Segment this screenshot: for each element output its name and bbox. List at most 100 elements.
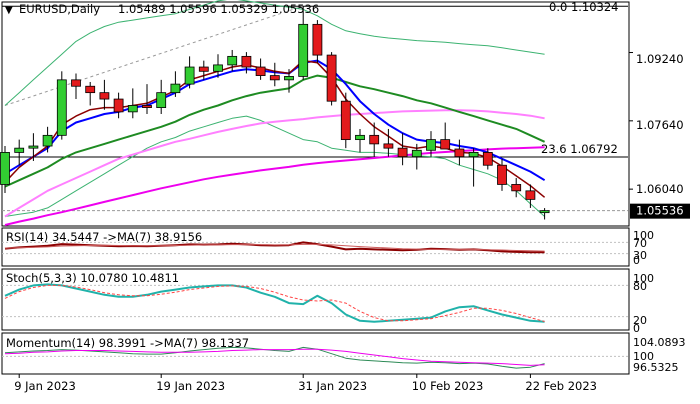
candle-body xyxy=(0,152,10,185)
stoch-y-tick-20: 20 xyxy=(633,314,647,327)
main-header-ohlc: 1.05489 1.05596 1.05329 1.05536 xyxy=(118,2,319,16)
candle xyxy=(539,208,550,220)
candle-body xyxy=(56,79,67,136)
candle xyxy=(369,122,380,157)
candle xyxy=(397,133,408,166)
candle-layer xyxy=(0,5,550,220)
momentum-series-line-0 xyxy=(4,346,545,369)
mom-y-tick-top: 104.0893 xyxy=(633,336,686,349)
stoch-y-tick-0: 0 xyxy=(633,322,640,335)
candle xyxy=(170,71,181,97)
candle xyxy=(113,92,124,119)
candle xyxy=(213,54,223,78)
x-date-label: 19 Jan 2023 xyxy=(156,379,225,393)
candle-body xyxy=(440,139,451,150)
candle-body xyxy=(99,92,110,100)
candle xyxy=(42,126,53,153)
candle xyxy=(454,139,465,166)
candle xyxy=(198,60,209,80)
mom-y-tick-100: 100 xyxy=(633,350,654,363)
candle-body xyxy=(340,100,351,141)
candle xyxy=(127,88,138,119)
candle-body xyxy=(284,76,294,81)
candle xyxy=(326,52,337,106)
stoch-series-line-1 xyxy=(4,284,545,322)
candle-body xyxy=(355,134,365,141)
candle-body xyxy=(511,184,522,192)
x-date-label: 9 Jan 2023 xyxy=(14,379,76,393)
candle xyxy=(355,128,365,153)
candle-body xyxy=(142,105,152,108)
ma-green-line xyxy=(4,74,546,188)
candle-body xyxy=(227,55,238,66)
candle-body xyxy=(85,85,96,94)
candle xyxy=(411,143,422,170)
rsi-y-tick-70: 70 xyxy=(633,237,647,250)
candle xyxy=(241,52,252,74)
current-price-label: 1.05536 xyxy=(636,204,684,218)
candle xyxy=(56,71,67,140)
candle-body xyxy=(113,98,124,113)
collapse-triangle-icon[interactable]: ▼ xyxy=(5,5,13,16)
candle-body xyxy=(525,190,536,200)
candle-body xyxy=(369,134,380,145)
candle xyxy=(284,69,294,93)
stoch-header: Stoch(5,3,3) 10.0780 10.4811 xyxy=(6,271,179,285)
momentum-header: Momentum(14) 98.3991 ->MA(7) 98.1337 xyxy=(6,336,249,350)
candle-body xyxy=(14,147,25,153)
mom-y-tick-bottom: 96.5325 xyxy=(633,361,679,374)
candle-body xyxy=(468,152,479,158)
candle-body xyxy=(71,79,81,87)
candle-body xyxy=(213,64,223,72)
candle-body xyxy=(326,54,337,102)
axis-layer xyxy=(629,52,633,190)
candle xyxy=(269,62,280,87)
x-date-label: 22 Feb 2023 xyxy=(525,379,597,393)
momentum-series-line-1 xyxy=(4,348,545,366)
candle-body xyxy=(482,152,493,166)
candle-body xyxy=(255,66,266,76)
candle xyxy=(156,79,167,114)
candle xyxy=(255,58,266,80)
rsi-y-tick-0: 0 xyxy=(633,254,640,267)
trend-line xyxy=(4,5,304,106)
rsi-y-tick-30: 30 xyxy=(633,249,647,262)
candle-body xyxy=(241,55,252,68)
stoch-y-tick-80: 80 xyxy=(633,280,647,293)
bollinger-lower-line xyxy=(4,115,545,217)
candle-body xyxy=(497,164,507,185)
main-header-symbol: EURUSD,Daily xyxy=(19,2,100,16)
grid-layer xyxy=(2,5,628,357)
candle-body xyxy=(269,75,280,81)
candle xyxy=(312,20,323,63)
x-date-label: 10 Feb 2023 xyxy=(412,379,484,393)
candle xyxy=(99,79,110,110)
stoch-series-line-0 xyxy=(4,283,545,323)
candle-body xyxy=(170,83,181,94)
candle xyxy=(227,49,238,72)
rsi-series-line-1 xyxy=(4,243,545,252)
candle-body xyxy=(184,66,195,85)
candle-body xyxy=(397,147,408,158)
candle-body xyxy=(127,105,138,113)
candle-body xyxy=(411,149,422,158)
candle xyxy=(0,146,10,193)
candle xyxy=(28,133,39,161)
candle xyxy=(426,131,436,157)
stoch-y-tick-100: 100 xyxy=(633,272,654,285)
candle xyxy=(383,128,394,157)
candle xyxy=(497,158,507,191)
main-y-tick-1: 1.07640 xyxy=(636,118,684,132)
bollinger-upper-line xyxy=(4,0,545,106)
main-y-tick-2: 1.06040 xyxy=(636,182,684,196)
current-price-tag xyxy=(630,203,690,219)
fib-label-0: 0.0 1.10324 xyxy=(549,0,619,14)
candle-body xyxy=(426,139,436,151)
candle xyxy=(85,81,96,106)
rsi-header: RSI(14) 34.5447 ->MA(7) 38.9156 xyxy=(6,230,202,244)
candle xyxy=(440,122,451,150)
candle xyxy=(71,73,81,100)
candle xyxy=(298,5,309,80)
